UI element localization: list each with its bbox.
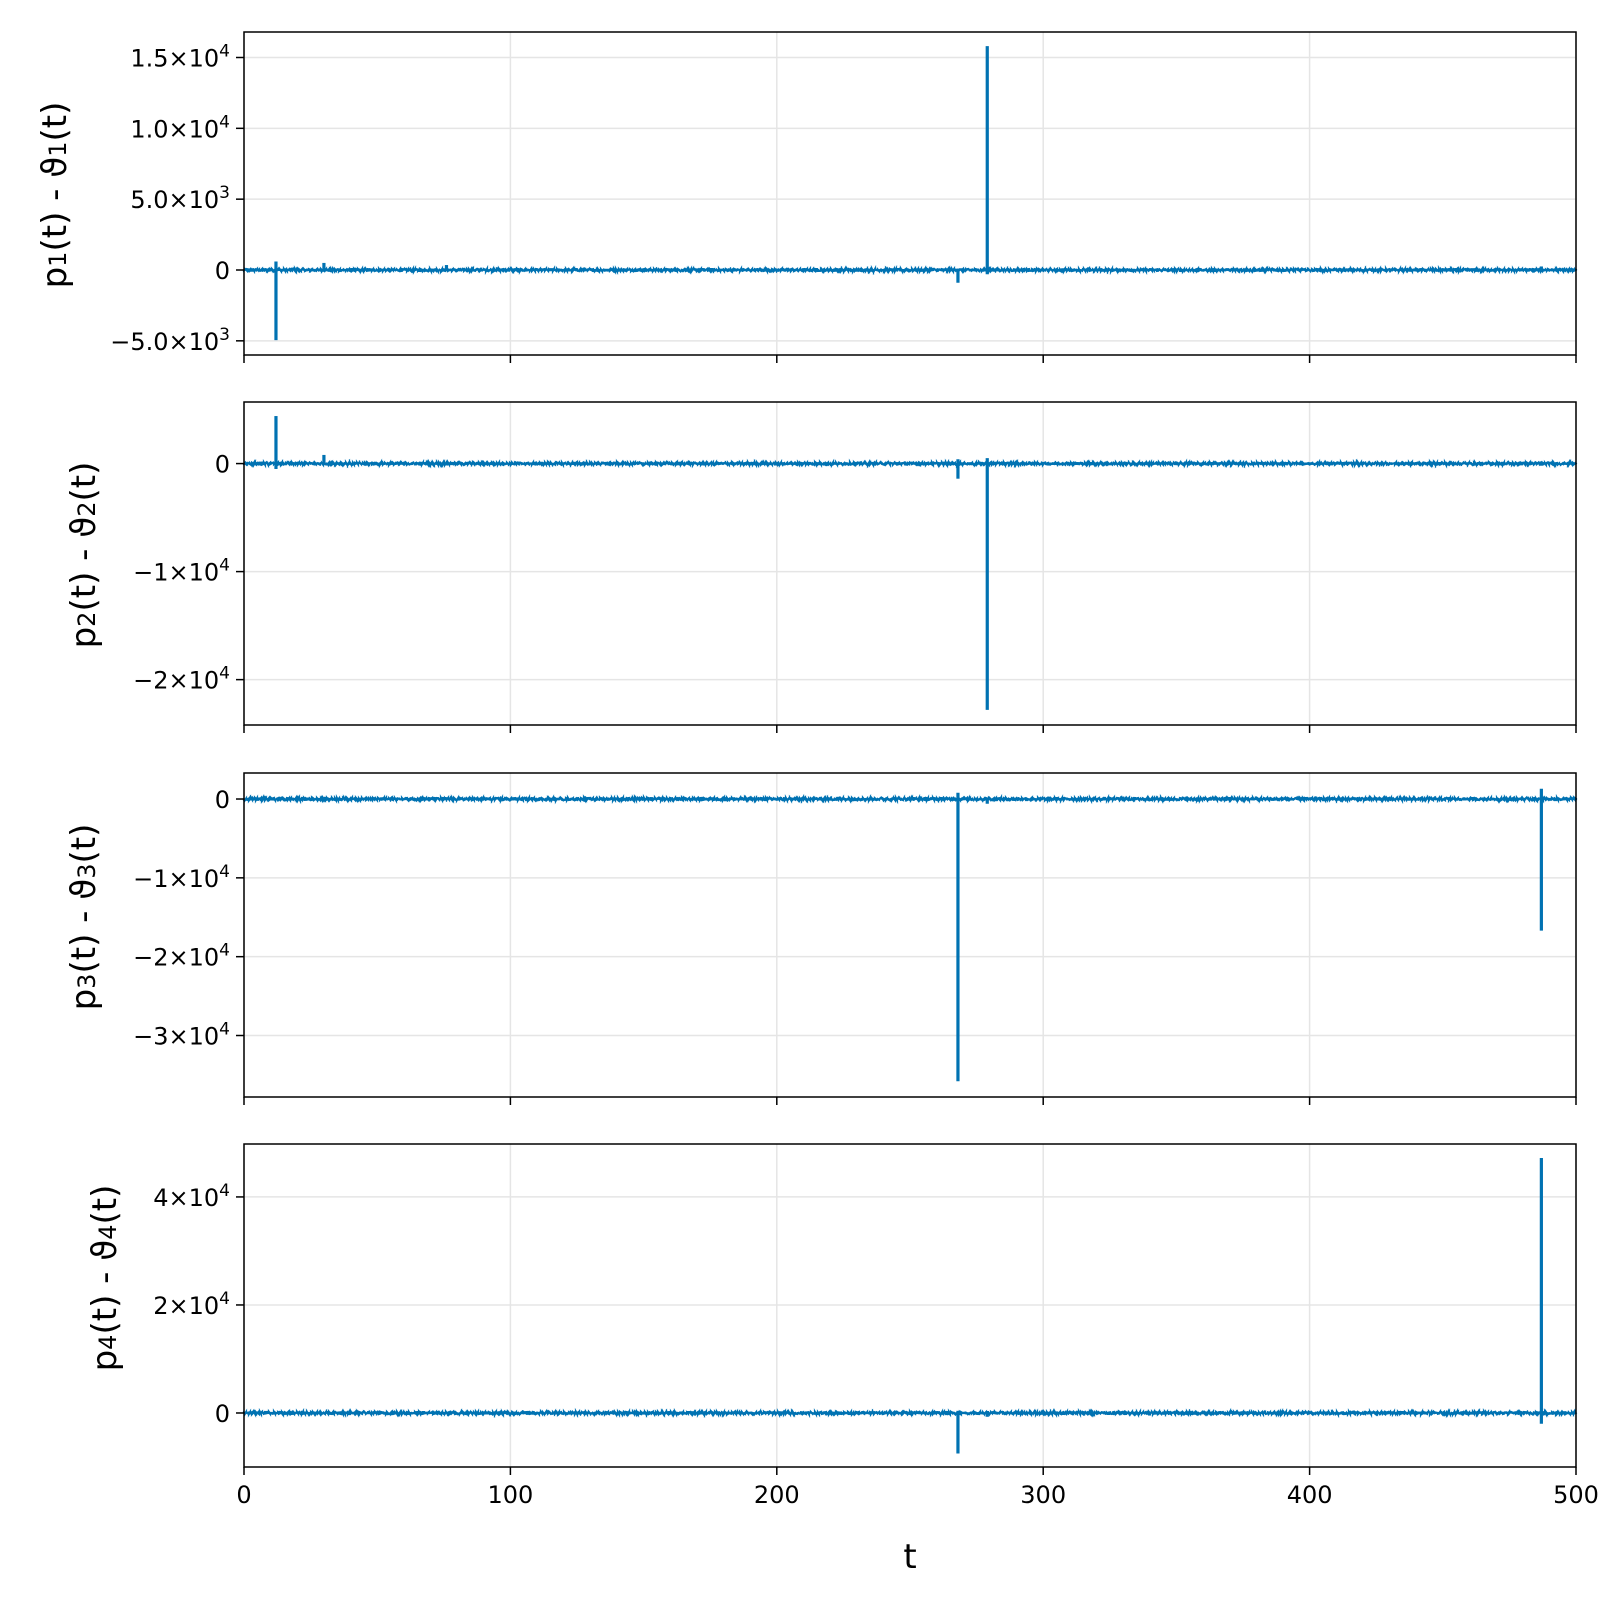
y-tick-label-1-2: 5.0×103: [130, 183, 230, 214]
series-line-4: [242, 1407, 1578, 1419]
x-tick-label-1: 100: [487, 1481, 533, 1509]
y-axis-label-1: p1(t) - ϑ1(t): [35, 102, 75, 289]
y-tick-label-1-0: 1.5×104: [130, 42, 230, 73]
x-tick-label-0: 0: [236, 1481, 251, 1509]
x-tick-label-4: 400: [1287, 1481, 1333, 1509]
x-tick-label-3: 300: [1020, 1481, 1066, 1509]
subplot-3: p3(t) - ϑ3(t) 0 −1×104 −2×104 −3×104: [64, 772, 1578, 1105]
subplot-2: p2(t) - ϑ2(t) 0 −1×104 −2×104: [64, 401, 1578, 733]
y-axis-label-text-4: p4(t) - ϑ4(t): [85, 1185, 125, 1372]
y-axis-label-text-2: p2(t) - ϑ2(t): [64, 462, 104, 649]
y-tick-label-3-2: −2×104: [133, 941, 230, 972]
y-tick-label-4-2: 0: [215, 1400, 230, 1428]
x-tick-label-2: 200: [754, 1481, 800, 1509]
y-axis-label-text-1: p1(t) - ϑ1(t): [35, 102, 75, 289]
y-axis-label-3: p3(t) - ϑ3(t): [64, 824, 104, 1011]
x-tick-label-5: 500: [1553, 1481, 1599, 1509]
plot-frame-2: [243, 401, 1577, 726]
series-line-1: [242, 264, 1578, 276]
y-axis-label-2: p2(t) - ϑ2(t): [64, 462, 104, 649]
plot-frame-1: [243, 31, 1577, 356]
series-line-2: [242, 458, 1578, 469]
y-tick-label-2-2: −2×104: [133, 664, 230, 695]
plot-frame-3: [243, 772, 1577, 1098]
y-axis-label-4: p4(t) - ϑ4(t): [85, 1185, 125, 1372]
y-tick-label-2-0: 0: [215, 451, 230, 479]
x-axis-label: t: [903, 1537, 916, 1577]
subplot-4: p4(t) - ϑ4(t) 0 100 200 300 400 500 4×104 2×104…: [85, 1143, 1599, 1509]
y-tick-label-3-1: −1×104: [133, 862, 230, 893]
subplot-1: p1(t) - ϑ1(t) 1.5×104 1.0×104 5.0×103 0 −5.0…: [35, 31, 1578, 363]
y-tick-label-1-4: −5.0×103: [110, 325, 230, 356]
y-tick-label-4-1: 2×104: [153, 1289, 230, 1320]
y-tick-label-2-1: −1×104: [133, 556, 230, 587]
y-tick-label-4-0: 4×104: [153, 1181, 230, 1212]
y-tick-label-3-0: 0: [215, 786, 230, 814]
y-axis-label-text-3: p3(t) - ϑ3(t): [64, 824, 104, 1011]
series-line-3: [242, 793, 1578, 805]
y-tick-label-3-3: −3×104: [133, 1020, 230, 1051]
y-tick-label-1-3: 0: [215, 257, 230, 285]
y-tick-label-1-1: 1.0×104: [130, 112, 230, 143]
